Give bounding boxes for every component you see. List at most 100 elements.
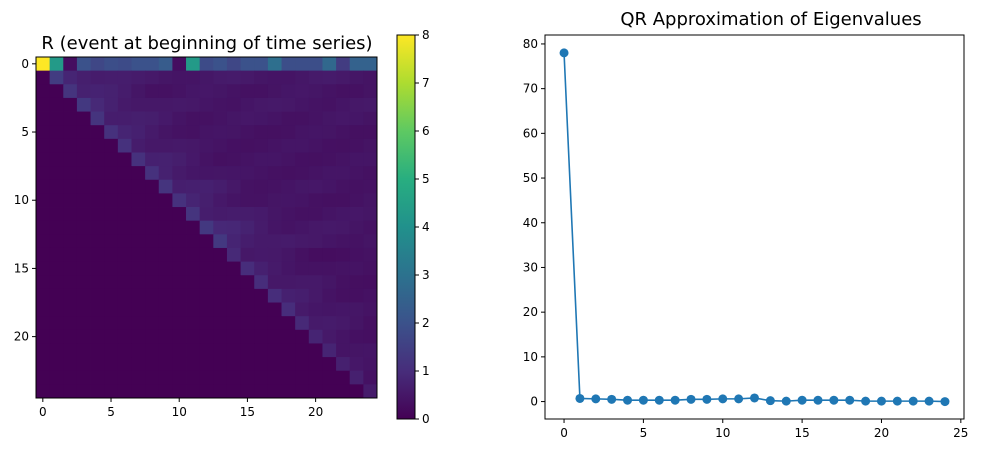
heatmap-cell (104, 316, 119, 331)
heatmap-cell (104, 261, 119, 276)
eigenvalue-point (575, 393, 585, 403)
heatmap-cell (363, 193, 378, 208)
heatmap-cell (199, 138, 214, 153)
heatmap-cell (76, 329, 91, 344)
eigenvalue-point (781, 396, 791, 406)
heatmap-cell (336, 316, 351, 331)
heatmap-cell (63, 343, 78, 358)
heatmap-cell (49, 57, 64, 72)
heatmap-cell (172, 207, 187, 222)
heatmap-cell (322, 125, 337, 140)
heatmap-cell (363, 234, 378, 249)
heatmap-cell (199, 97, 214, 112)
heatmap-cell (226, 247, 241, 262)
heatmap-cell (76, 138, 91, 153)
heatmap-cell (281, 152, 296, 167)
heatmap-cell (322, 261, 337, 276)
heatmap-cell (172, 152, 187, 167)
heatmap-cell (308, 166, 323, 181)
eigenvalue-point (638, 395, 648, 405)
heatmap-cell (63, 370, 78, 385)
heatmap-cell (349, 302, 364, 317)
heatmap-cell (36, 275, 51, 290)
heatmap-cell (158, 97, 173, 112)
heatmap-cell (76, 57, 91, 72)
heatmap-cell (226, 370, 241, 385)
heatmap-cell (254, 207, 269, 222)
eigenvalue-point (813, 395, 823, 405)
heatmap-cell (145, 97, 160, 112)
heatmap-cell (240, 57, 255, 72)
heatmap-cell (349, 193, 364, 208)
heatmap-cell (199, 275, 214, 290)
heatmap-cell (145, 343, 160, 358)
heatmap-cell (267, 288, 282, 303)
heatmap-cell (254, 384, 269, 399)
heatmap-cell (117, 111, 132, 126)
heatmap-cell (349, 152, 364, 167)
heatmap-x-tick-label: 15 (240, 405, 255, 419)
heatmap-cell (281, 111, 296, 126)
heatmap-cell (267, 70, 282, 85)
heatmap-cell (158, 275, 173, 290)
heatmap-cell (63, 288, 78, 303)
heatmap-cell (90, 370, 105, 385)
line-chart-title: QR Approximation of Eigenvalues (620, 9, 921, 30)
heatmap-cell (336, 138, 351, 153)
heatmap-cell (172, 384, 187, 399)
heatmap-cell (322, 234, 337, 249)
heatmap-cell (117, 70, 132, 85)
heatmap-cell (349, 220, 364, 235)
heatmap-cell (295, 343, 310, 358)
heatmap-cell (131, 234, 146, 249)
heatmap-cell (172, 138, 187, 153)
heatmap-cell (199, 111, 214, 126)
heatmap-cell (349, 288, 364, 303)
heatmap-cell (363, 275, 378, 290)
heatmap-cell (267, 97, 282, 112)
heatmap-cell (172, 316, 187, 331)
heatmap-cell (281, 261, 296, 276)
heatmap-cell (104, 166, 119, 181)
colorbar-gradient (396, 34, 416, 420)
heatmap-cell (131, 57, 146, 72)
heatmap-cell (295, 70, 310, 85)
heatmap-cell (281, 357, 296, 372)
heatmap-cell (90, 302, 105, 317)
colorbar-ticks: 0 1 2 3 4 5 6 7 8 (415, 28, 430, 426)
heatmap-cell (267, 138, 282, 153)
heatmap-cell (240, 370, 255, 385)
heatmap-cell (145, 316, 160, 331)
heatmap-cell (281, 193, 296, 208)
eigenvalue-point (654, 395, 664, 405)
heatmap-cell (226, 288, 241, 303)
heatmap-cell (363, 316, 378, 331)
heatmap-cell (49, 247, 64, 262)
heatmap-cell (363, 138, 378, 153)
heatmap-cell (336, 275, 351, 290)
heatmap-cell (186, 384, 201, 399)
heatmap-cell (90, 207, 105, 222)
heatmap-cell (281, 179, 296, 194)
heatmap-y-axis: 0 5 10 15 20 (14, 57, 36, 344)
heatmap-cell (186, 152, 201, 167)
heatmap-cell (295, 370, 310, 385)
heatmap-cell (308, 234, 323, 249)
heatmap-cell (158, 57, 173, 72)
heatmap-cell (363, 57, 378, 72)
heatmap-cell (49, 207, 64, 222)
heatmap-cell (349, 261, 364, 276)
heatmap-cell (104, 152, 119, 167)
heatmap-cell (90, 343, 105, 358)
heatmap-cell (117, 179, 132, 194)
heatmap-cell (254, 193, 269, 208)
heatmap-cell (281, 370, 296, 385)
heatmap-cell (36, 316, 51, 331)
heatmap-cell (36, 111, 51, 126)
heatmap-cell (363, 384, 378, 399)
heatmap-cell (226, 152, 241, 167)
heatmap-cell (213, 288, 228, 303)
heatmap-cell (90, 384, 105, 399)
heatmap-cell (213, 316, 228, 331)
heatmap-cell (226, 343, 241, 358)
